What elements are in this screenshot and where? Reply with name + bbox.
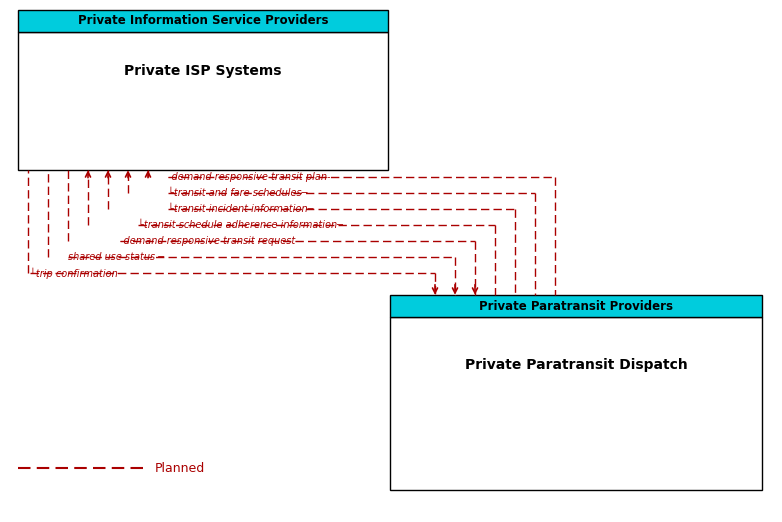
Text: Private Paratransit Providers: Private Paratransit Providers bbox=[479, 300, 673, 313]
Bar bbox=[18, 32, 388, 170]
Text: └trip confirmation─: └trip confirmation─ bbox=[30, 267, 124, 279]
Bar bbox=[18, 10, 388, 32]
Text: Planned: Planned bbox=[155, 461, 205, 474]
Text: -demand responsive transit plan-: -demand responsive transit plan- bbox=[168, 172, 331, 182]
Text: Private ISP Systems: Private ISP Systems bbox=[124, 64, 282, 78]
Text: Private Information Service Providers: Private Information Service Providers bbox=[77, 15, 328, 28]
Bar bbox=[390, 295, 762, 317]
Text: └transit incident information─: └transit incident information─ bbox=[168, 204, 314, 214]
Text: -demand responsive transit request-: -demand responsive transit request- bbox=[120, 236, 299, 246]
Text: shared use status ─: shared use status ─ bbox=[68, 252, 164, 262]
Text: └transit and fare schedules─: └transit and fare schedules─ bbox=[168, 188, 307, 198]
Text: Private Paratransit Dispatch: Private Paratransit Dispatch bbox=[465, 359, 687, 372]
Bar bbox=[390, 317, 762, 490]
Text: └transit schedule adherence information─: └transit schedule adherence information─ bbox=[138, 220, 343, 230]
